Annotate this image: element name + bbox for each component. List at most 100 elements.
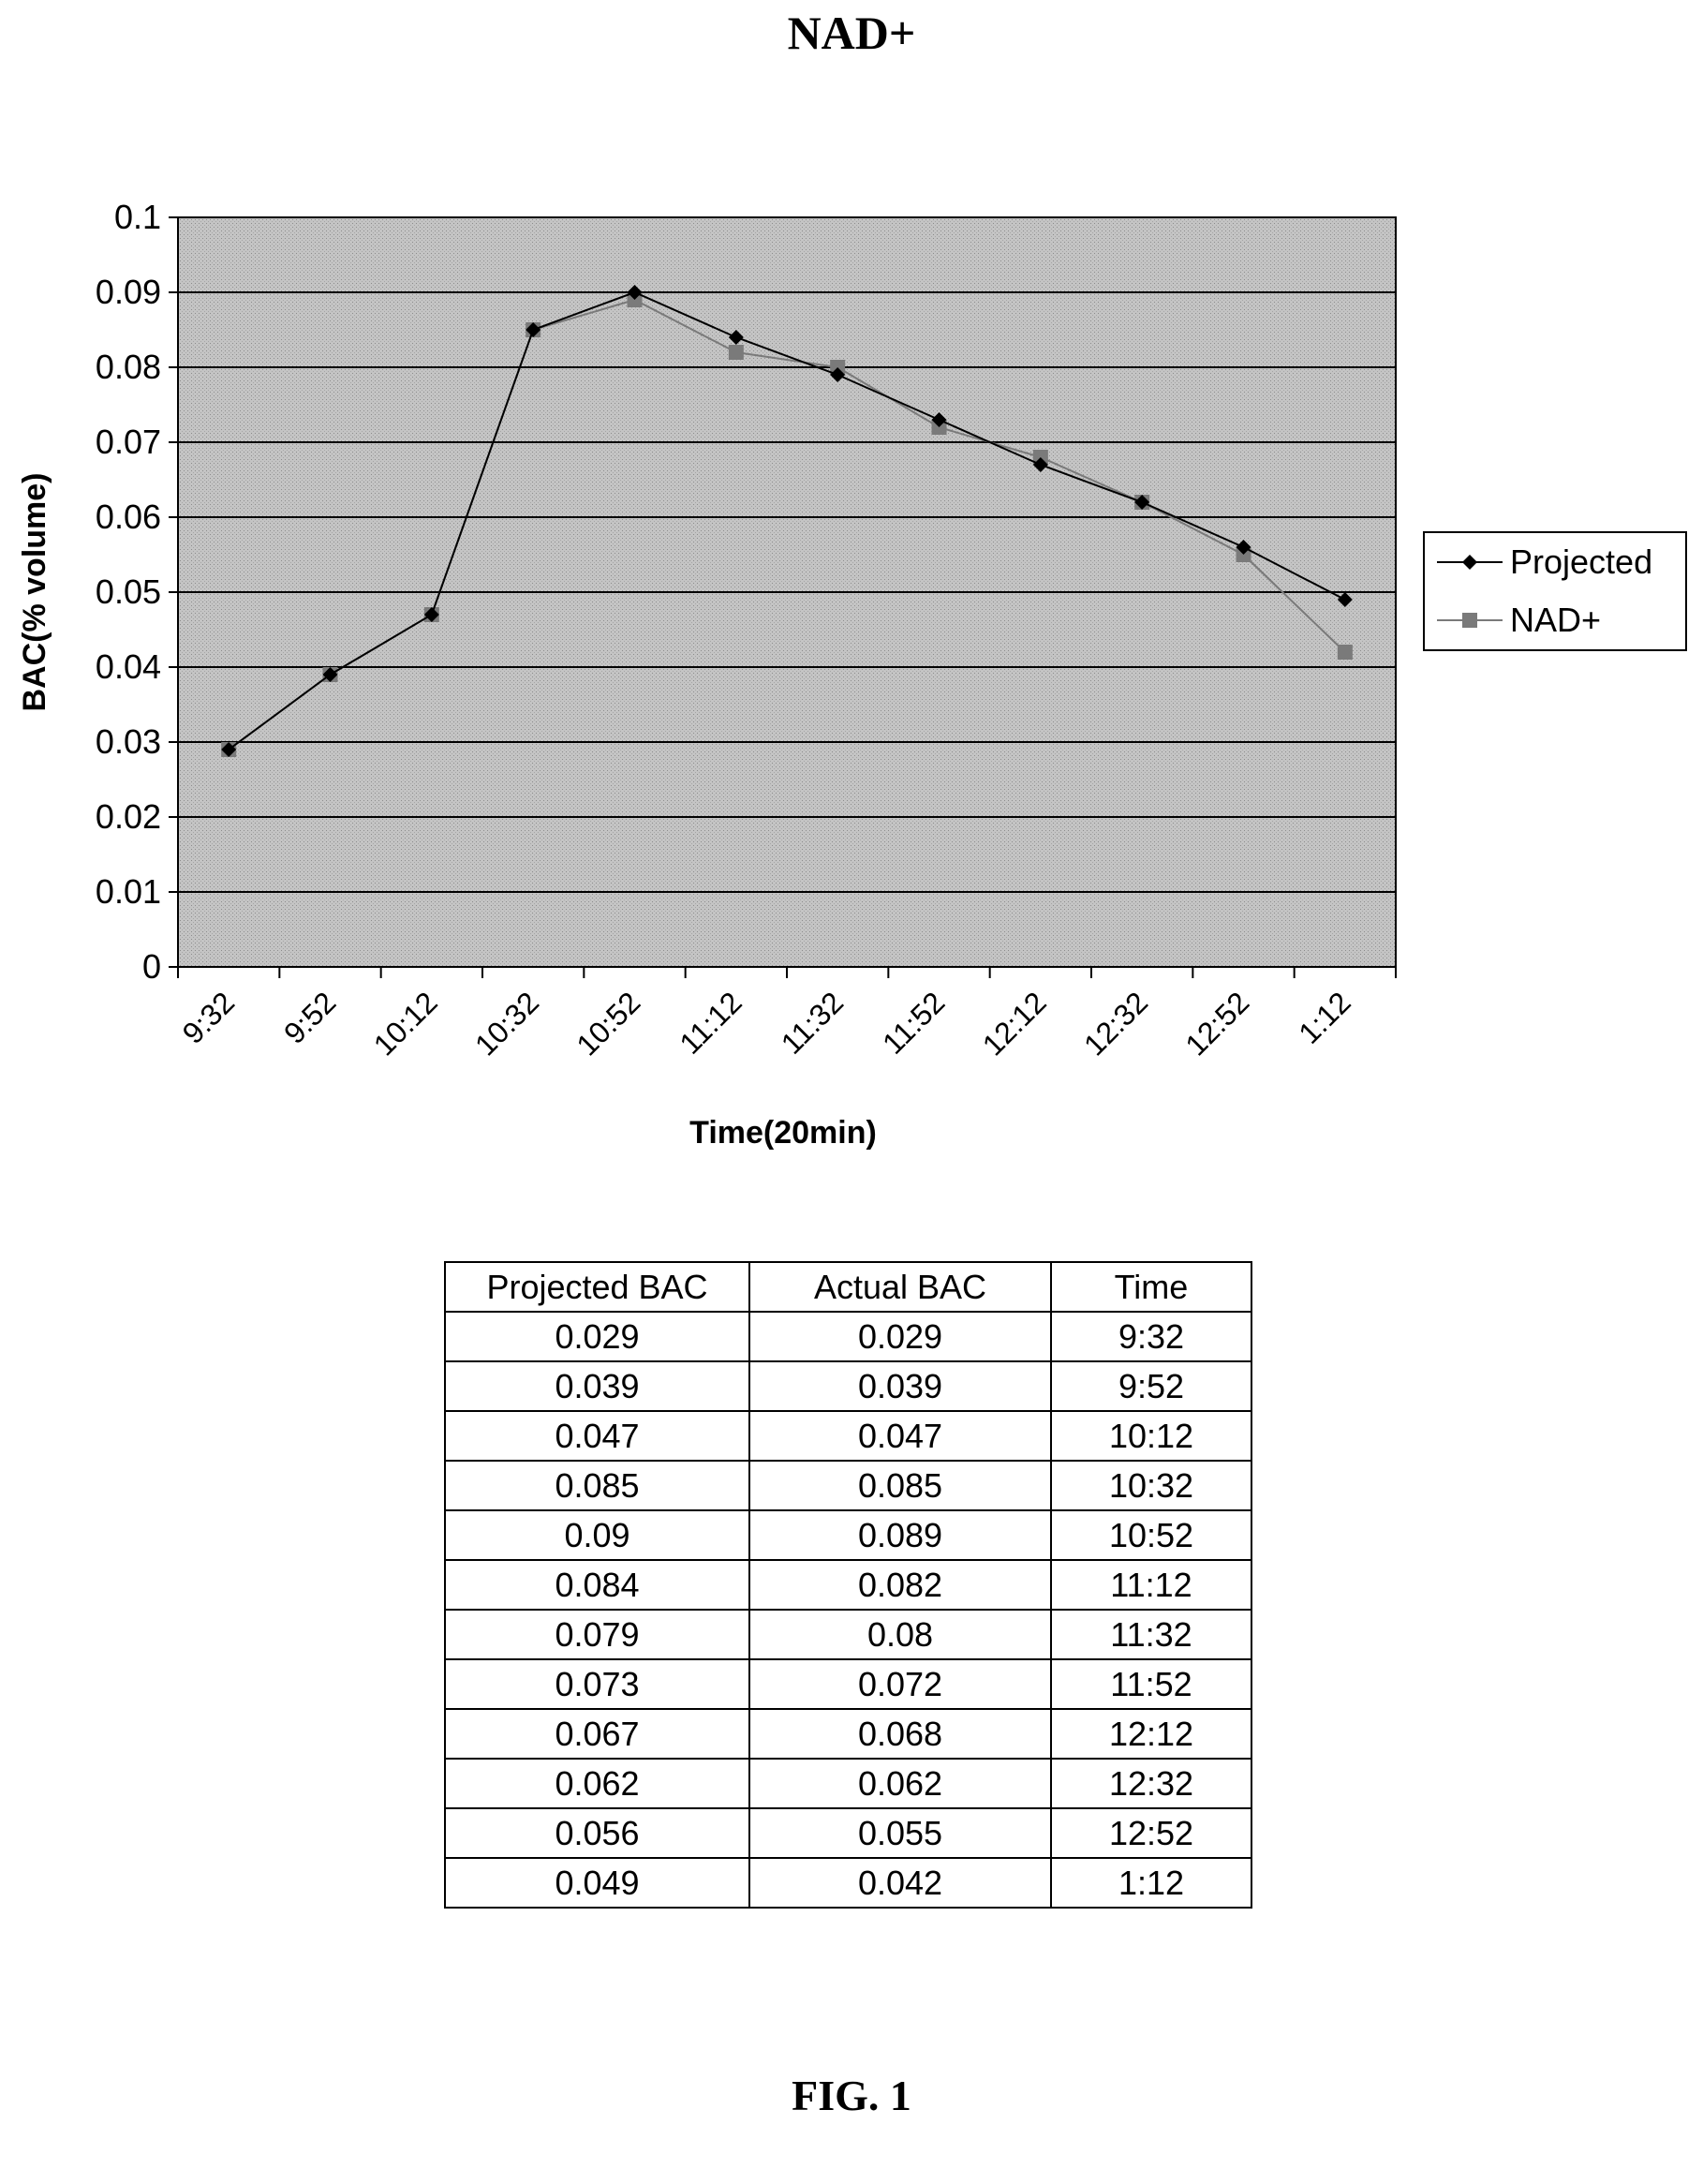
cell-projected-bac: 0.047 — [444, 1410, 750, 1462]
x-tick-label: 1:12 — [1292, 985, 1356, 1049]
header-projected-bac: Projected BAC — [444, 1261, 750, 1313]
y-tick-label: 0.02 — [96, 797, 161, 836]
cell-projected-bac: 0.067 — [444, 1708, 750, 1760]
y-tick-label: 0.05 — [96, 572, 161, 611]
legend-marker — [1462, 555, 1477, 570]
data-point — [931, 412, 947, 427]
cell-time: 11:12 — [1050, 1559, 1252, 1611]
y-tick-label: 0.09 — [96, 273, 161, 311]
cell-time: 1:12 — [1050, 1857, 1252, 1909]
cell-actual-bac: 0.068 — [748, 1708, 1052, 1760]
cell-projected-bac: 0.049 — [444, 1857, 750, 1909]
cell-actual-bac: 0.047 — [748, 1410, 1052, 1462]
table-row: 0.09 0.089 10:52 — [444, 1509, 1252, 1561]
data-point — [1134, 495, 1150, 510]
y-tick-label: 0 — [142, 947, 161, 986]
y-tick-label: 0.07 — [96, 423, 161, 461]
cell-projected-bac: 0.09 — [444, 1509, 750, 1561]
data-point — [728, 330, 744, 345]
data-point — [1337, 645, 1353, 660]
data-point — [627, 285, 643, 300]
table-row: 0.084 0.082 11:12 — [444, 1559, 1252, 1611]
cell-actual-bac: 0.039 — [748, 1360, 1052, 1412]
data-point — [1236, 540, 1251, 555]
table-row: 0.067 0.068 12:12 — [444, 1708, 1252, 1760]
legend-marker — [1462, 613, 1477, 628]
table-row: 0.039 0.039 9:52 — [444, 1360, 1252, 1412]
cell-time: 9:52 — [1050, 1360, 1252, 1412]
cell-time: 11:52 — [1050, 1658, 1252, 1710]
cell-time: 12:32 — [1050, 1758, 1252, 1809]
cell-time: 12:52 — [1050, 1807, 1252, 1859]
cell-projected-bac: 0.029 — [444, 1311, 750, 1362]
x-axis-title: Time(20min) — [689, 1115, 877, 1151]
legend-box — [1423, 531, 1687, 651]
y-axis-title: BAC(% volume) — [17, 472, 52, 711]
table-row: 0.079 0.08 11:32 — [444, 1609, 1252, 1660]
cell-projected-bac: 0.056 — [444, 1807, 750, 1859]
data-point — [1032, 457, 1048, 472]
cell-time: 10:52 — [1050, 1509, 1252, 1561]
series-line-projected — [228, 290, 1346, 750]
header-time: Time — [1050, 1261, 1252, 1313]
cell-projected-bac: 0.079 — [444, 1609, 750, 1660]
cell-projected-bac: 0.084 — [444, 1559, 750, 1611]
header-actual-bac: Actual BAC — [748, 1261, 1052, 1313]
x-tick-label: 12:32 — [1077, 985, 1154, 1062]
bac-data-table: Projected BAC Actual BAC Time 0.029 0.029… — [444, 1261, 1252, 1909]
cell-time: 12:12 — [1050, 1708, 1252, 1760]
data-point — [322, 667, 338, 682]
data-point — [423, 607, 439, 622]
cell-projected-bac: 0.039 — [444, 1360, 750, 1412]
cell-actual-bac: 0.055 — [748, 1807, 1052, 1859]
y-tick-label: 0.06 — [96, 498, 161, 536]
table-row: 0.073 0.072 11:52 — [444, 1658, 1252, 1710]
cell-actual-bac: 0.085 — [748, 1460, 1052, 1511]
x-tick-label: 9:52 — [277, 985, 342, 1049]
y-tick-label: 0.08 — [96, 348, 161, 386]
cell-projected-bac: 0.062 — [444, 1758, 750, 1809]
cell-time: 9:32 — [1050, 1311, 1252, 1362]
figure-caption: FIG. 1 — [792, 2072, 911, 2119]
table-row: 0.056 0.055 12:52 — [444, 1807, 1252, 1859]
data-point — [728, 345, 744, 360]
y-tick-label: 0.1 — [114, 198, 161, 236]
y-tick-label: 0.04 — [96, 647, 161, 686]
table-row: 0.049 0.042 1:12 — [444, 1857, 1252, 1909]
table-row: 0.062 0.062 12:32 — [444, 1758, 1252, 1809]
x-tick-label: 10:12 — [367, 985, 444, 1062]
data-point — [1337, 592, 1353, 607]
legend-label: Projected — [1510, 542, 1652, 581]
cell-projected-bac: 0.073 — [444, 1658, 750, 1710]
cell-actual-bac: 0.062 — [748, 1758, 1052, 1809]
table-row: 0.085 0.085 10:32 — [444, 1460, 1252, 1511]
x-tick-label: 10:32 — [468, 985, 545, 1062]
legend: Projected NAD+ — [1423, 531, 1687, 651]
y-tick-label: 0.03 — [96, 722, 161, 761]
x-tick-label: 12:52 — [1178, 985, 1255, 1062]
x-tick-label: 12:12 — [976, 985, 1053, 1062]
cell-time: 10:32 — [1050, 1460, 1252, 1511]
cell-actual-bac: 0.029 — [748, 1311, 1052, 1362]
x-tick-label: 9:32 — [176, 985, 241, 1049]
x-tick-label: 11:52 — [876, 985, 951, 1060]
cell-time: 11:32 — [1050, 1609, 1252, 1660]
x-tick-label: 11:12 — [673, 985, 748, 1060]
cell-actual-bac: 0.08 — [748, 1609, 1052, 1660]
x-tick-label: 11:32 — [775, 985, 850, 1060]
table-row: 0.047 0.047 10:12 — [444, 1410, 1252, 1462]
cell-actual-bac: 0.072 — [748, 1658, 1052, 1710]
cell-actual-bac: 0.089 — [748, 1509, 1052, 1561]
cell-actual-bac: 0.042 — [748, 1857, 1052, 1909]
y-tick-label: 0.01 — [96, 872, 161, 911]
page-title: NAD+ — [787, 7, 916, 59]
table-header-row: Projected BAC Actual BAC Time — [444, 1261, 1252, 1313]
bac-line-chart: 0 0.01 0.02 0.03 0.04 0.05 0.06 0.07 0.08 0.09 0.1… — [17, 198, 1687, 1151]
data-point — [830, 367, 846, 382]
legend-label: NAD+ — [1510, 601, 1601, 639]
cell-actual-bac: 0.082 — [748, 1559, 1052, 1611]
cell-time: 10:12 — [1050, 1410, 1252, 1462]
data-point — [526, 322, 541, 337]
x-tick-label: 10:52 — [570, 985, 646, 1062]
data-point — [221, 742, 237, 757]
